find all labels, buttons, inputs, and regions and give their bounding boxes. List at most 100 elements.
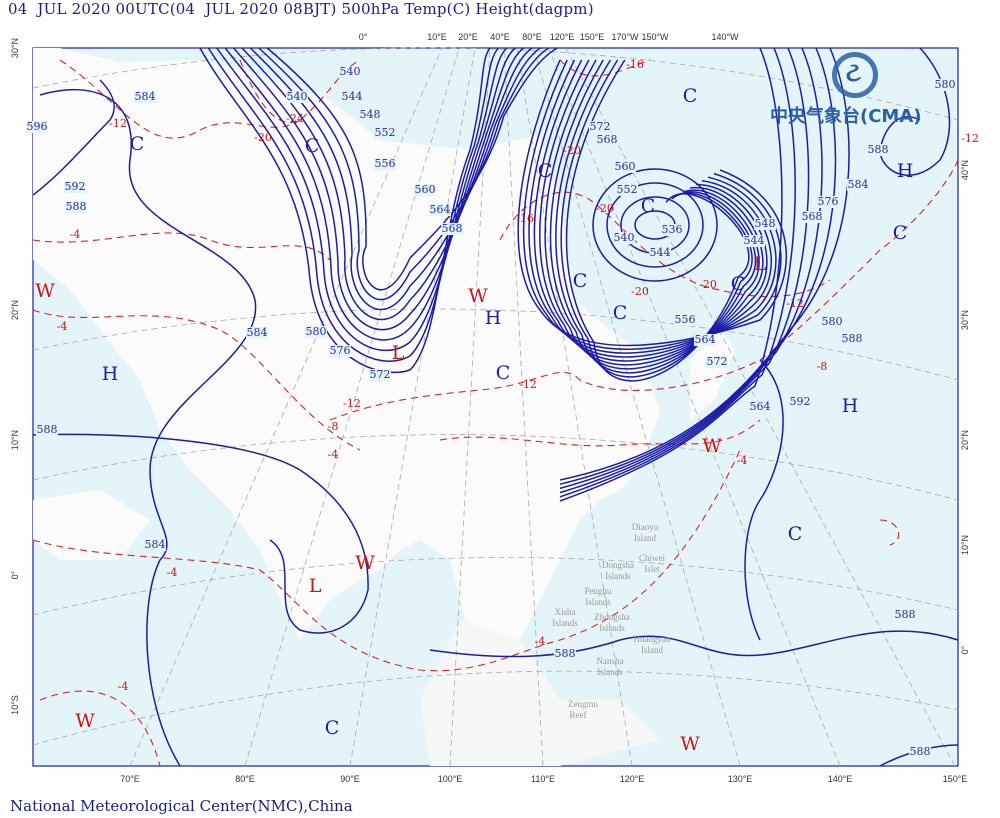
japan-land (690, 330, 735, 420)
label-background (821, 316, 843, 328)
label-background (867, 144, 889, 156)
island-label: Chiwei (639, 553, 665, 563)
height-label: 560 (615, 160, 636, 173)
height-label: 568 (597, 133, 618, 146)
height-contour (559, 47, 810, 494)
island-label: Islands (585, 597, 611, 607)
island-label: Zengmu (568, 699, 598, 709)
longitude-label-top: 150°E (580, 32, 605, 42)
label-background (374, 127, 396, 139)
label-background (144, 539, 166, 551)
height-label: 588 (555, 647, 576, 660)
footer-credit: National Meteorological Center(NMC),Chin… (10, 797, 353, 815)
temperature-label: -4 (167, 566, 178, 579)
label-background (441, 223, 463, 235)
temperature-label: -12 (961, 132, 979, 145)
height-label: 572 (590, 120, 611, 133)
height-label: 556 (675, 313, 696, 326)
maritime-land (420, 620, 660, 766)
height-label: 568 (802, 210, 823, 223)
height-label: 568 (442, 222, 463, 235)
height-label: 564 (695, 333, 716, 346)
temperature-label: -24 (286, 112, 304, 125)
pressure-system-low: L (754, 253, 767, 275)
label-background (694, 334, 716, 346)
temperature-label: -4 (535, 635, 546, 648)
latitude-label-right: 0° (960, 645, 970, 654)
label-background (909, 746, 931, 758)
temperature-contour (39, 690, 161, 767)
label-background (305, 326, 327, 338)
latitude-label-right: 30°N (960, 310, 970, 330)
longitude-label-top: 40°E (490, 32, 510, 42)
height-contour (39, 88, 257, 767)
latitude-label-left: 30°N (10, 38, 20, 58)
height-label: 572 (370, 368, 391, 381)
pressure-system-cold: C (788, 523, 803, 545)
label-background (596, 134, 618, 146)
temperature-label: -16 (626, 58, 644, 71)
height-label: 596 (27, 120, 48, 133)
label-background (589, 121, 611, 133)
longitude-label-top: 20°E (458, 32, 478, 42)
temperature-contour (879, 519, 900, 546)
height-label: 584 (145, 538, 166, 551)
height-label: 544 (342, 90, 363, 103)
height-label: 576 (330, 344, 351, 357)
height-contour (555, 59, 757, 374)
height-contour (744, 359, 784, 641)
height-contour (559, 47, 823, 490)
temperature-contour (329, 159, 959, 421)
height-label: 536 (662, 223, 683, 236)
island-label: Islands (597, 667, 623, 677)
island-label: Nansha (597, 656, 624, 666)
label-background (341, 91, 363, 103)
pressure-system-low: L (392, 342, 405, 364)
map-title: 04 JUL 2020 00UTC(04 JUL 2020 08BJT) 500… (8, 0, 594, 18)
height-label: 540 (614, 231, 635, 244)
height-label: 540 (340, 65, 361, 78)
latitude-label-left: 10°N (10, 430, 20, 450)
height-contour (32, 433, 369, 634)
longitude-label-bottom: 140°E (828, 774, 853, 784)
label-background (934, 79, 956, 91)
temperature-label: -20 (631, 285, 649, 298)
height-label: 588 (37, 423, 58, 436)
label-background (841, 333, 863, 345)
height-contour (517, 59, 787, 347)
height-contour (266, 47, 558, 291)
axis-labels: 30°N 20°N 10°N 0° 10°S 40°N 30°N 20°N 10°N 0° 70°E… (10, 32, 970, 784)
pressure-system-warm: W (468, 285, 488, 307)
temperature-contour (59, 59, 301, 139)
longitude-label-bottom: 150°E (943, 774, 968, 784)
latitude-label-left: 10°S (10, 695, 20, 715)
height-label: 584 (848, 178, 869, 191)
height-contours (32, 47, 959, 767)
height-contour (199, 47, 491, 374)
longitude-label-bottom: 120°E (620, 774, 645, 784)
temperature-contours (32, 59, 959, 767)
pressure-system-cold: C (731, 273, 746, 295)
temperature-label: -20 (563, 144, 581, 157)
height-label: 584 (247, 326, 268, 339)
longitude-label-top: 10°E (427, 32, 447, 42)
pressure-system-cold: C (893, 222, 908, 244)
height-label: 592 (65, 180, 86, 193)
height-label: 564 (750, 400, 771, 413)
height-contour (565, 59, 750, 382)
pressure-system-cold: C (305, 135, 320, 157)
longitude-line (548, 47, 841, 767)
height-label: 580 (822, 315, 843, 328)
latitude-label-right: 20°N (960, 430, 970, 450)
label-background (743, 235, 765, 247)
latitude-label-right: 10°N (960, 535, 970, 555)
temperature-label: -12 (109, 117, 127, 130)
longitude-label-top: 0° (359, 32, 368, 42)
label-background (329, 345, 351, 357)
label-background (616, 184, 638, 196)
label-background (429, 204, 451, 216)
label-background (339, 66, 361, 78)
temperature-label: -4 (57, 320, 68, 333)
height-label: 588 (66, 200, 87, 213)
pressure-system-high: H (897, 160, 914, 182)
